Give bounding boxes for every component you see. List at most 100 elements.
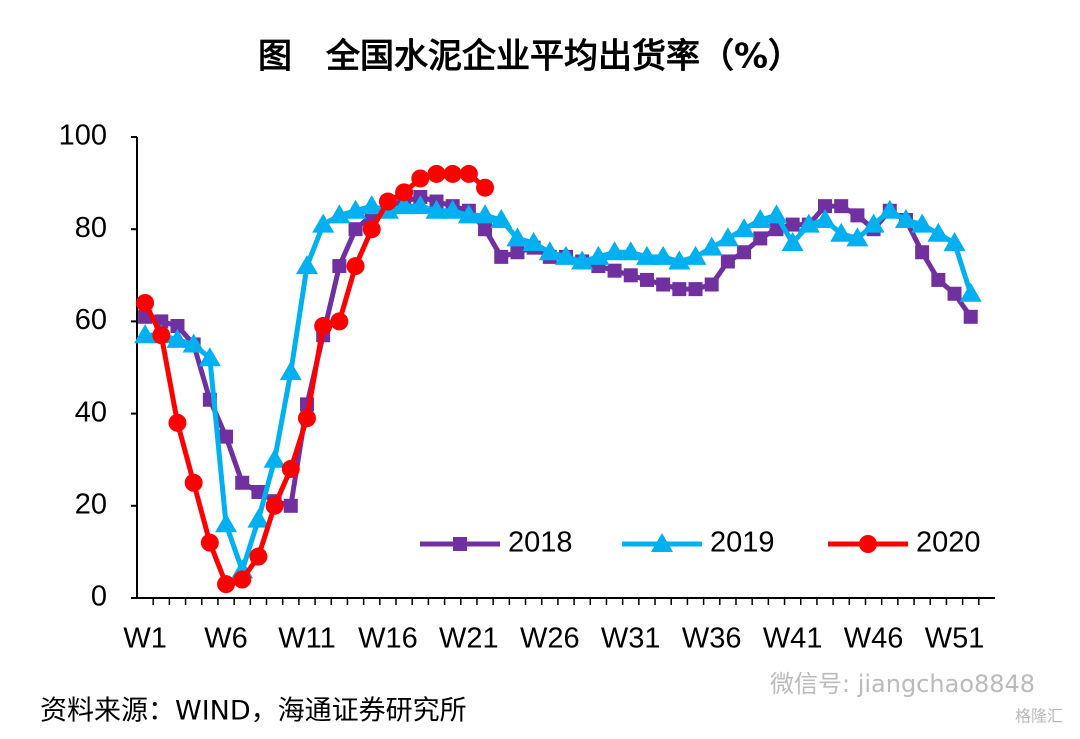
data-point <box>878 199 901 219</box>
legend-label: 2020 <box>916 527 981 559</box>
x-tick-label: W46 <box>844 623 904 655</box>
data-point <box>295 255 318 275</box>
data-point <box>510 245 525 260</box>
data-point <box>476 178 495 197</box>
data-point <box>931 272 946 287</box>
data-point <box>233 570 252 589</box>
x-tick-label: W51 <box>925 623 985 655</box>
data-point <box>219 429 234 444</box>
watermark: 微信号: jiangchao8848 <box>770 670 1035 698</box>
data-point <box>963 309 978 324</box>
data-point <box>603 241 626 261</box>
data-point <box>555 245 577 265</box>
x-tick-label: W36 <box>682 623 742 655</box>
data-point <box>362 220 381 239</box>
data-point <box>672 282 687 297</box>
data-point <box>688 282 703 297</box>
data-point <box>781 232 804 252</box>
data-point <box>283 498 298 513</box>
data-point <box>263 448 286 468</box>
data-point <box>235 475 250 490</box>
data-point <box>753 231 768 246</box>
data-point <box>441 199 464 219</box>
x-tick-label: W6 <box>204 623 248 655</box>
data-point <box>281 459 300 478</box>
data-point <box>494 249 509 264</box>
data-point <box>346 257 365 276</box>
data-point <box>168 413 187 432</box>
legend-marker <box>859 535 877 553</box>
data-point <box>943 232 966 252</box>
data-point <box>378 192 397 211</box>
data-point <box>425 199 448 219</box>
source: 资料来源：WIND，海通证券研究所 <box>40 696 467 727</box>
data-point <box>198 347 221 367</box>
data-point <box>474 204 497 224</box>
data-point <box>911 213 934 233</box>
data-point <box>834 199 849 214</box>
data-point <box>894 208 917 228</box>
chart-title: 图 全国水泥企业平均出货率（%） <box>258 37 802 77</box>
data-point <box>619 241 642 261</box>
x-tick-label: W1 <box>123 623 167 655</box>
x-tick-label: W11 <box>278 623 335 655</box>
data-point <box>639 272 654 287</box>
data-point <box>737 245 752 260</box>
data-point <box>830 222 853 242</box>
data-point <box>733 218 756 238</box>
legend-label: 2018 <box>508 527 573 559</box>
data-point <box>457 204 480 224</box>
data-point <box>652 245 675 265</box>
data-point <box>136 293 155 312</box>
data-point <box>862 213 885 233</box>
data-point <box>427 164 446 183</box>
data-point <box>170 319 185 334</box>
data-point <box>818 199 833 214</box>
y-tick-label: 0 <box>91 581 107 613</box>
data-point <box>395 183 414 202</box>
data-point <box>607 263 622 278</box>
data-point <box>247 508 270 528</box>
x-tick-label: W16 <box>358 623 418 655</box>
data-point <box>360 195 383 215</box>
data-point <box>490 208 513 228</box>
data-point <box>700 236 723 256</box>
data-point <box>927 222 950 242</box>
legend-marker <box>453 537 467 551</box>
y-tick-label: 20 <box>75 488 107 520</box>
data-point <box>348 222 363 237</box>
data-point <box>506 227 529 247</box>
data-point <box>314 317 333 336</box>
data-point <box>716 227 739 247</box>
data-point <box>522 232 545 252</box>
data-point <box>312 213 335 233</box>
data-point <box>538 241 561 261</box>
data-point <box>134 324 157 344</box>
x-tick-label: W31 <box>601 623 661 655</box>
x-tick-label: W26 <box>520 623 580 655</box>
data-point <box>623 268 638 283</box>
y-tick-label: 100 <box>59 120 107 152</box>
data-point <box>814 208 837 228</box>
data-point <box>765 204 788 224</box>
data-point <box>635 245 658 265</box>
data-point <box>182 333 205 353</box>
data-point <box>720 254 735 269</box>
data-point <box>184 473 203 492</box>
y-tick-label: 80 <box>75 212 107 244</box>
data-point <box>704 277 719 292</box>
watermark-logo: 格隆汇 <box>1015 707 1063 726</box>
data-point <box>478 222 493 237</box>
data-point <box>846 227 869 247</box>
y-tick-label: 40 <box>75 396 107 428</box>
data-point <box>915 245 930 260</box>
data-point <box>200 533 219 552</box>
data-point <box>297 409 316 428</box>
x-tick-label: W21 <box>439 623 499 655</box>
data-point <box>332 259 347 274</box>
data-point <box>959 282 982 302</box>
data-point <box>947 286 962 301</box>
data-point <box>166 328 189 348</box>
data-point <box>409 195 432 215</box>
